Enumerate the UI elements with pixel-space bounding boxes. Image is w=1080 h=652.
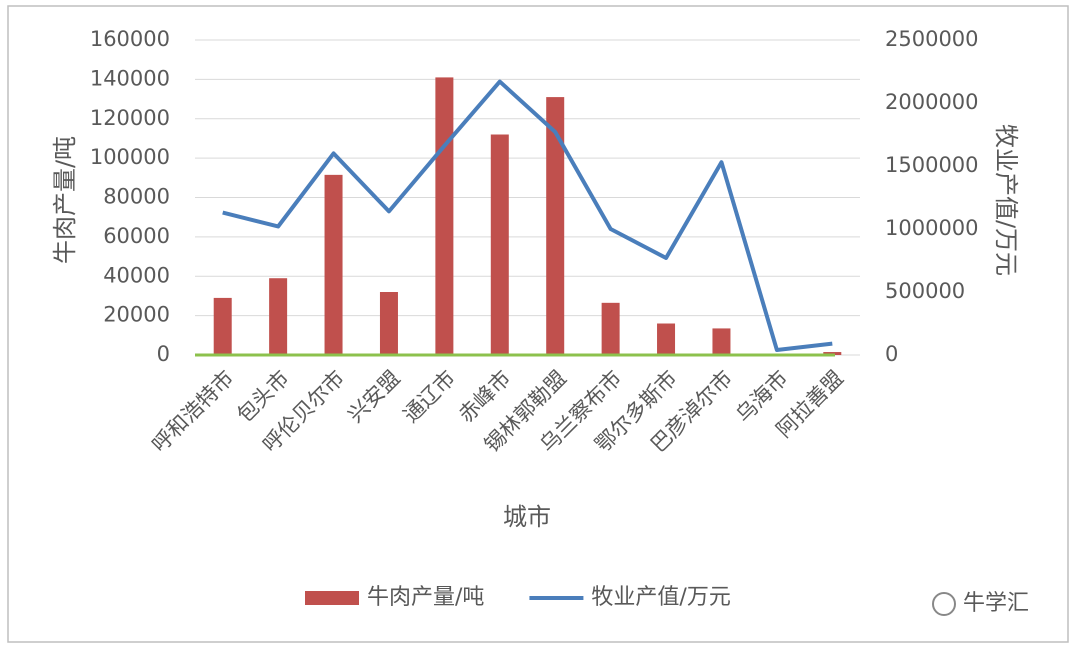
bar — [490, 134, 509, 355]
watermark-icon — [932, 592, 956, 616]
y-tick-label: 120000 — [90, 106, 170, 130]
bar — [379, 292, 398, 355]
line-series — [222, 79, 833, 352]
y2-tick-label: 2500000 — [885, 27, 979, 51]
bar — [324, 174, 343, 355]
y2-tick-label: 1500000 — [885, 153, 979, 177]
y-tick-label: 80000 — [103, 185, 170, 209]
bar — [546, 97, 565, 355]
y2-tick-label: 2000000 — [885, 90, 979, 114]
bar — [435, 77, 454, 355]
y2-axis-title: 牧业产值/万元 — [992, 124, 1020, 276]
legend-label: 牛肉产量/吨 — [367, 585, 484, 610]
legend-label: 牧业产值/万元 — [591, 585, 730, 610]
bar — [213, 297, 232, 355]
bar — [269, 278, 288, 355]
x-axis-title: 城市 — [503, 503, 551, 531]
y-tick-label: 20000 — [103, 303, 170, 327]
bar — [601, 302, 620, 355]
y2-tick-label: 500000 — [885, 279, 965, 303]
bar — [712, 328, 731, 355]
bar — [657, 323, 676, 355]
y2-tick-label: 1000000 — [885, 216, 979, 240]
watermark: 牛学汇 — [963, 591, 1029, 616]
frame — [7, 5, 1069, 643]
y2-tick-label: 0 — [885, 342, 898, 366]
y-tick-label: 160000 — [90, 27, 170, 51]
y-tick-label: 60000 — [103, 224, 170, 248]
y-axis-title: 牛肉产量/吨 — [51, 136, 79, 264]
y-tick-label: 140000 — [90, 66, 170, 90]
y-tick-label: 40000 — [103, 263, 170, 287]
y-tick-label: 100000 — [90, 145, 170, 169]
y-tick-label: 0 — [157, 342, 170, 366]
legend-swatch — [305, 591, 359, 605]
